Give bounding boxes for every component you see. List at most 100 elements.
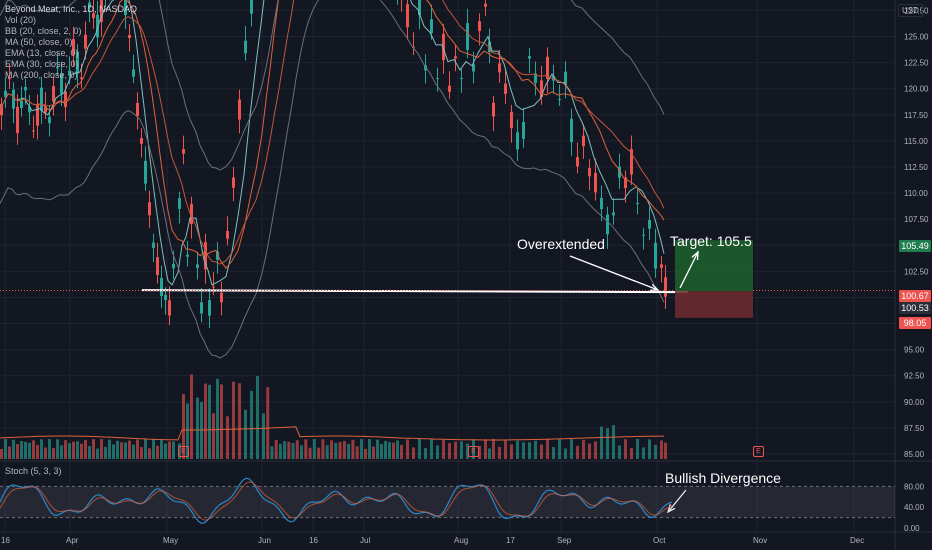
currency-label[interactable]: USD <box>898 4 923 17</box>
candle-body <box>516 132 519 150</box>
candle-body <box>164 294 167 301</box>
candle-body <box>92 13 95 19</box>
candle-body <box>642 234 645 236</box>
volume-bar <box>648 439 651 459</box>
candle-body <box>522 122 525 139</box>
volume-bar <box>384 440 387 459</box>
volume-bar <box>96 448 99 459</box>
target-zone <box>675 240 753 292</box>
volume-bar <box>36 445 39 459</box>
earnings-event-marker[interactable]: E <box>753 446 764 457</box>
volume-bar <box>364 448 367 459</box>
volume-bar <box>642 447 645 459</box>
time-tick-label: May <box>163 536 178 545</box>
volume-bar <box>204 383 207 459</box>
candles <box>0 0 667 329</box>
volume-bar <box>196 397 199 459</box>
volume-bar <box>0 449 3 459</box>
candle-body <box>96 14 99 38</box>
volume-bar <box>436 445 439 459</box>
volume-ma-line <box>0 426 664 441</box>
candle-body <box>654 242 657 269</box>
volume-bar <box>360 439 363 459</box>
volume-bar <box>582 439 585 459</box>
volume-bar <box>112 444 115 459</box>
volume-bar <box>460 441 463 459</box>
candle-body <box>160 278 163 296</box>
candle-body <box>472 64 475 72</box>
overextended-annotation: Overextended <box>517 236 605 252</box>
candle-body <box>100 0 103 23</box>
candle-body <box>156 257 159 276</box>
volume-bar <box>376 439 379 459</box>
volume-bar <box>168 441 171 459</box>
volume-bar <box>418 439 421 459</box>
volume-bar <box>291 443 295 459</box>
price-tick-label: 87.50 <box>904 424 925 433</box>
legend-vol[interactable]: Vol (20) <box>5 15 37 25</box>
volume-bar <box>338 441 342 459</box>
candle-body <box>624 177 627 189</box>
volume-bar <box>606 428 609 459</box>
volume-bar <box>262 413 265 459</box>
candle-body <box>124 0 127 16</box>
price-tick-label: 125.00 <box>904 33 929 42</box>
candle-body <box>478 21 481 32</box>
price-tick-label: 95.00 <box>904 346 925 355</box>
candle-body <box>204 242 207 270</box>
candle-body <box>492 102 495 117</box>
candle-body <box>216 251 219 260</box>
volume-bar <box>92 439 95 459</box>
candle-body <box>636 202 639 205</box>
candle-body <box>36 103 39 126</box>
stoch-legend[interactable]: Stoch (5, 3, 3) <box>5 466 62 476</box>
earnings-event-marker[interactable]: E <box>468 446 479 457</box>
volume-bar <box>186 403 189 459</box>
time-tick-label: Aug <box>454 536 468 545</box>
legend-ema13[interactable]: EMA (13, close, 0) <box>5 48 79 58</box>
symbol-title[interactable]: Beyond Meat, Inc., 1D, NASDAQ <box>5 4 138 14</box>
volume-bar <box>546 439 549 459</box>
ma50-line <box>0 0 665 265</box>
volume-bar <box>312 439 316 459</box>
candle-body <box>418 0 421 16</box>
legend-ma200[interactable]: MA (200, close, 0) <box>5 70 78 80</box>
candle-body <box>612 212 615 216</box>
candle-body <box>48 116 51 124</box>
candle-body <box>186 254 189 257</box>
volume-bar <box>64 440 67 459</box>
candle-body <box>488 41 491 53</box>
price-tick-label: 115.00 <box>904 137 928 146</box>
candle-body <box>424 65 427 71</box>
candle-body <box>226 230 229 239</box>
volume-bars <box>0 374 667 459</box>
candle-body <box>448 85 451 92</box>
volume-bar <box>72 441 75 459</box>
price-tick-label: 120.00 <box>904 85 929 94</box>
time-tick-label: Apr <box>66 536 79 545</box>
candle-body <box>540 80 543 98</box>
candle-body <box>250 0 253 14</box>
candle-body <box>466 23 469 50</box>
candle-body <box>190 203 193 225</box>
volume-bar <box>355 446 359 459</box>
price-tick-label: 92.50 <box>904 372 925 381</box>
volume-bar <box>152 439 155 459</box>
candle-body <box>442 33 445 61</box>
legend-bb[interactable]: BB (20, close, 2, 0) <box>5 26 82 36</box>
candle-body <box>178 198 181 209</box>
stoch-tick-label: 0.00 <box>904 524 920 533</box>
ema13-line <box>0 0 665 286</box>
candle-body <box>564 71 567 85</box>
bullish-divergence-arrow <box>667 489 687 513</box>
earnings-event-marker[interactable]: E <box>178 446 189 457</box>
volume-bar <box>178 443 181 459</box>
volume-bar <box>172 441 175 459</box>
overextended-arrow-head <box>649 283 660 291</box>
legend-ema30[interactable]: EMA (30, close, 0) <box>5 59 79 69</box>
candle-body <box>20 100 23 109</box>
legend-ma50[interactable]: MA (50, close, 0) <box>5 37 73 47</box>
candle-body <box>200 302 203 314</box>
time-tick-label: Nov <box>753 536 767 545</box>
